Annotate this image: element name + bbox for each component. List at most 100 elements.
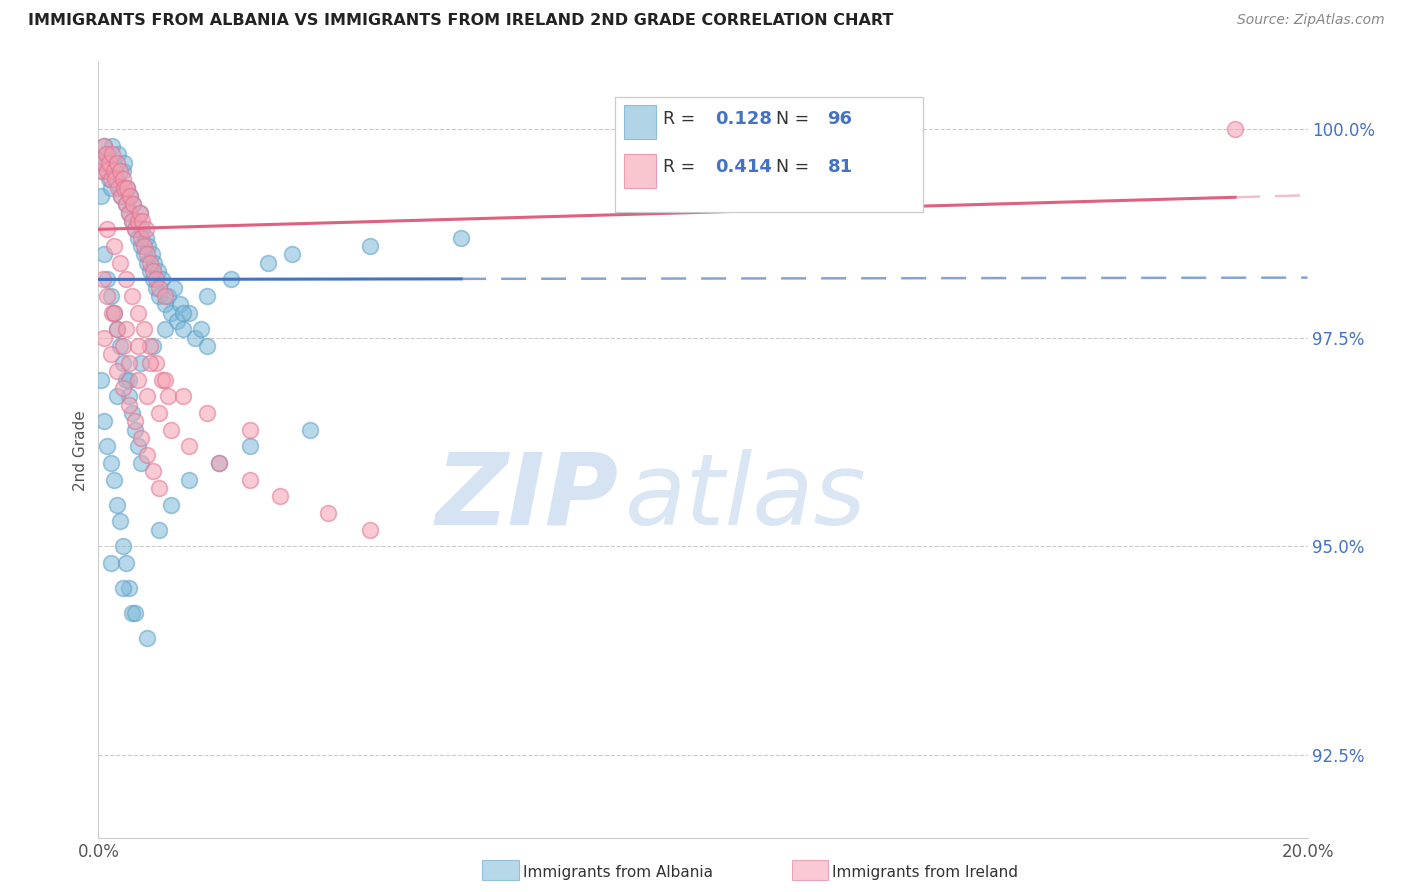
Point — [148, 481, 170, 495]
Point — [111, 339, 134, 353]
Point — [103, 473, 125, 487]
Point — [114, 372, 136, 386]
Point — [114, 197, 136, 211]
Point — [142, 464, 165, 478]
Point — [316, 506, 339, 520]
Y-axis label: 2nd Grade: 2nd Grade — [73, 410, 89, 491]
Point — [118, 389, 141, 403]
Point — [104, 172, 127, 186]
Point — [179, 439, 201, 453]
Point — [108, 256, 131, 270]
Point — [118, 205, 141, 219]
Text: R =: R = — [664, 158, 700, 177]
Point — [93, 139, 115, 153]
Point — [132, 247, 155, 261]
Point — [118, 189, 141, 203]
Point — [127, 372, 149, 386]
Point — [127, 439, 149, 453]
Text: N =: N = — [776, 158, 814, 177]
Point — [93, 139, 115, 153]
Point — [118, 581, 141, 595]
Point — [93, 414, 115, 428]
Point — [105, 498, 128, 512]
Point — [94, 147, 117, 161]
Point — [122, 197, 145, 211]
Point — [96, 289, 118, 303]
Point — [118, 205, 141, 219]
Point — [96, 222, 118, 236]
Point — [127, 306, 149, 320]
Point — [129, 456, 152, 470]
Point — [142, 339, 165, 353]
Point — [121, 214, 143, 228]
Point — [131, 214, 153, 228]
Point — [107, 147, 129, 161]
Point — [96, 164, 118, 178]
Point — [121, 289, 143, 303]
Point — [148, 523, 170, 537]
Point — [221, 272, 243, 286]
Point — [104, 164, 127, 178]
Point — [108, 339, 131, 353]
Point — [124, 222, 146, 236]
Point — [112, 155, 135, 169]
Point — [128, 205, 150, 219]
Point — [146, 264, 169, 278]
FancyBboxPatch shape — [624, 154, 655, 188]
Point — [118, 356, 141, 370]
Point — [124, 222, 146, 236]
Point — [96, 439, 118, 453]
Point — [108, 180, 131, 194]
Point — [160, 306, 183, 320]
Point — [179, 473, 201, 487]
Text: 81: 81 — [828, 158, 852, 177]
Point — [195, 406, 218, 420]
Point — [105, 172, 128, 186]
Point — [118, 398, 141, 412]
Point — [139, 339, 162, 353]
Point — [153, 372, 176, 386]
Point — [135, 256, 157, 270]
Point — [172, 306, 194, 320]
Point — [169, 297, 191, 311]
Point — [166, 314, 188, 328]
Point — [121, 406, 143, 420]
Point — [208, 456, 231, 470]
Point — [299, 423, 322, 437]
Point — [135, 222, 157, 236]
Point — [124, 414, 146, 428]
Point — [90, 372, 112, 386]
Point — [108, 164, 131, 178]
Point — [269, 489, 291, 503]
Point — [100, 456, 122, 470]
Text: Immigrants from Albania: Immigrants from Albania — [523, 865, 713, 880]
Point — [90, 164, 112, 178]
Point — [114, 197, 136, 211]
Point — [91, 155, 114, 169]
Point — [100, 172, 122, 186]
Point — [103, 306, 125, 320]
Point — [153, 322, 176, 336]
Point — [91, 272, 114, 286]
Point — [112, 180, 135, 194]
Point — [100, 306, 122, 320]
Point — [129, 431, 152, 445]
Point — [100, 289, 122, 303]
Text: R =: R = — [664, 110, 700, 128]
Point — [110, 189, 132, 203]
Point — [111, 381, 134, 395]
Point — [239, 473, 262, 487]
Text: N =: N = — [776, 110, 814, 128]
Point — [100, 147, 122, 161]
Point — [172, 389, 194, 403]
Point — [195, 339, 218, 353]
Point — [239, 439, 262, 453]
Point — [131, 222, 153, 236]
Point — [128, 205, 150, 219]
Point — [160, 498, 183, 512]
Point — [148, 289, 170, 303]
Point — [111, 172, 134, 186]
Point — [103, 155, 125, 169]
FancyBboxPatch shape — [624, 105, 655, 139]
Point — [184, 331, 207, 345]
